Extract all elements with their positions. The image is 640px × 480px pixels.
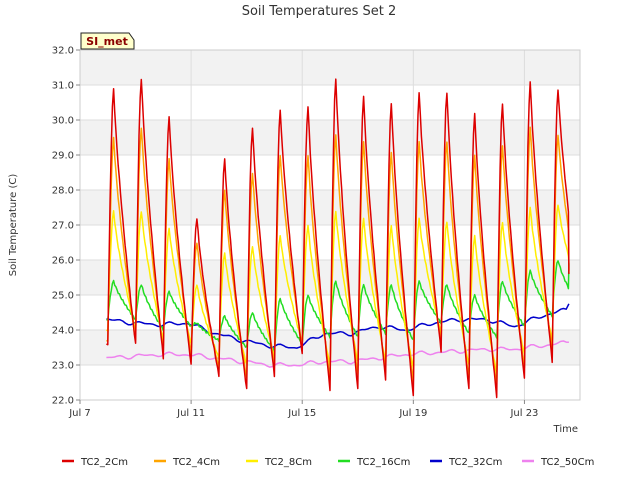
plot-band bbox=[80, 120, 580, 155]
x-tick-label: Jul 7 bbox=[68, 408, 91, 419]
y-tick-label: 32.0 bbox=[52, 46, 74, 57]
legend: TC2_2Cm TC2_4Cm TC2_8Cm TC2_16Cm TC2_32Cm TC2… bbox=[62, 457, 594, 468]
legend-label: TC2_2Cm bbox=[80, 457, 128, 468]
x-tick-label: Jul 15 bbox=[287, 408, 316, 419]
y-axis-ticks: 22.0 23.0 24.0 25.0 26.0 27.0 28.0 29.0 30.0 31.0… bbox=[52, 46, 80, 407]
series-line-tc2-2cm bbox=[106, 78, 570, 399]
y-tick-label: 31.0 bbox=[52, 81, 74, 92]
plot-band bbox=[80, 155, 580, 190]
y-tick-label: 26.0 bbox=[52, 256, 74, 267]
legend-label: TC2_4Cm bbox=[172, 457, 220, 468]
series-line-tc2-16cm bbox=[106, 260, 570, 353]
plot-band bbox=[80, 190, 580, 225]
y-tick-label: 25.0 bbox=[52, 291, 74, 302]
y-tick-label: 27.0 bbox=[52, 221, 74, 232]
site-badge-box bbox=[80, 32, 135, 50]
legend-label: TC2_50Cm bbox=[540, 457, 594, 468]
y-tick-label: 22.0 bbox=[52, 396, 74, 407]
site-badge-label: SI_met bbox=[86, 35, 128, 48]
legend-label: TC2_32Cm bbox=[448, 457, 502, 468]
y-tick-label: 29.0 bbox=[52, 151, 74, 162]
legend-label: TC2_8Cm bbox=[264, 457, 312, 468]
y-tick-label: 28.0 bbox=[52, 186, 74, 197]
x-tick-label: Jul 23 bbox=[509, 408, 538, 419]
x-tick-label: Jul 19 bbox=[398, 408, 427, 419]
plot-band bbox=[80, 260, 580, 295]
plot-band bbox=[80, 225, 580, 260]
series-line-tc2-32cm bbox=[106, 303, 570, 349]
x-tick-label: Jul 11 bbox=[176, 408, 205, 419]
plot-band bbox=[80, 85, 580, 120]
site-badge: SI_met bbox=[80, 32, 135, 50]
series-layer bbox=[106, 78, 570, 399]
y-tick-label: 24.0 bbox=[52, 326, 74, 337]
y-tick-label: 30.0 bbox=[52, 116, 74, 127]
plot-band bbox=[80, 50, 580, 85]
y-tick-label: 23.0 bbox=[52, 361, 74, 372]
y-axis-label: Soil Temperature (C) bbox=[8, 174, 19, 277]
x-axis-ticks: Jul 7 Jul 11 Jul 15 Jul 19 Jul 23 bbox=[68, 400, 538, 419]
legend-label: TC2_16Cm bbox=[356, 457, 410, 468]
chart-title: Soil Temperatures Set 2 bbox=[242, 4, 397, 19]
x-axis-label: Time bbox=[553, 424, 578, 435]
